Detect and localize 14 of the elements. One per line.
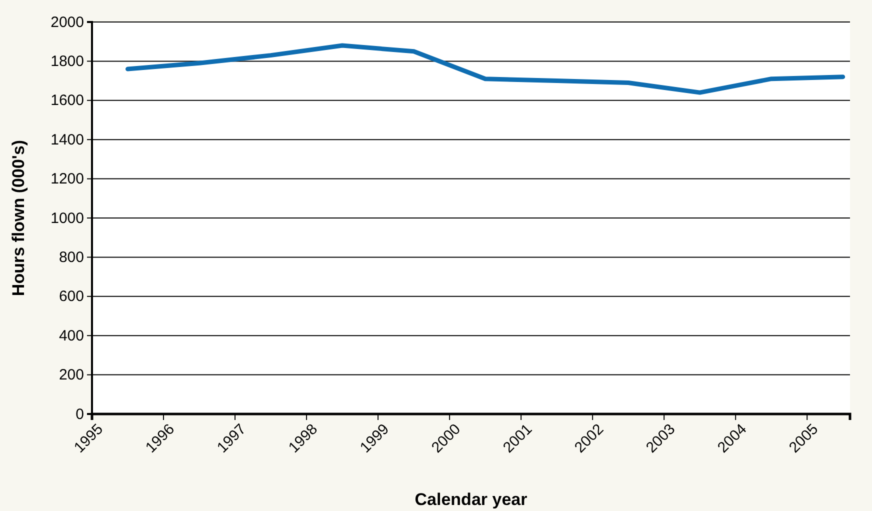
y-tick-label: 200 bbox=[58, 366, 84, 384]
line-series bbox=[126, 43, 846, 95]
x-axis-title: Calendar year bbox=[414, 490, 528, 509]
y-tick-label: 1400 bbox=[50, 131, 84, 148]
y-tick-label: 1000 bbox=[50, 210, 84, 227]
y-tick-label: 800 bbox=[58, 249, 84, 266]
y-tick-label: 400 bbox=[58, 327, 84, 344]
y-tick-label: 1600 bbox=[50, 92, 84, 110]
y-tick-label: 0 bbox=[76, 406, 84, 423]
y-axis-title: Hours flown (000's) bbox=[9, 140, 28, 296]
y-tick-label: 1800 bbox=[50, 53, 84, 70]
y-tick-label: 1200 bbox=[50, 170, 84, 188]
y-tick-label: 2000 bbox=[50, 14, 84, 31]
y-tick-label: 600 bbox=[58, 288, 84, 306]
